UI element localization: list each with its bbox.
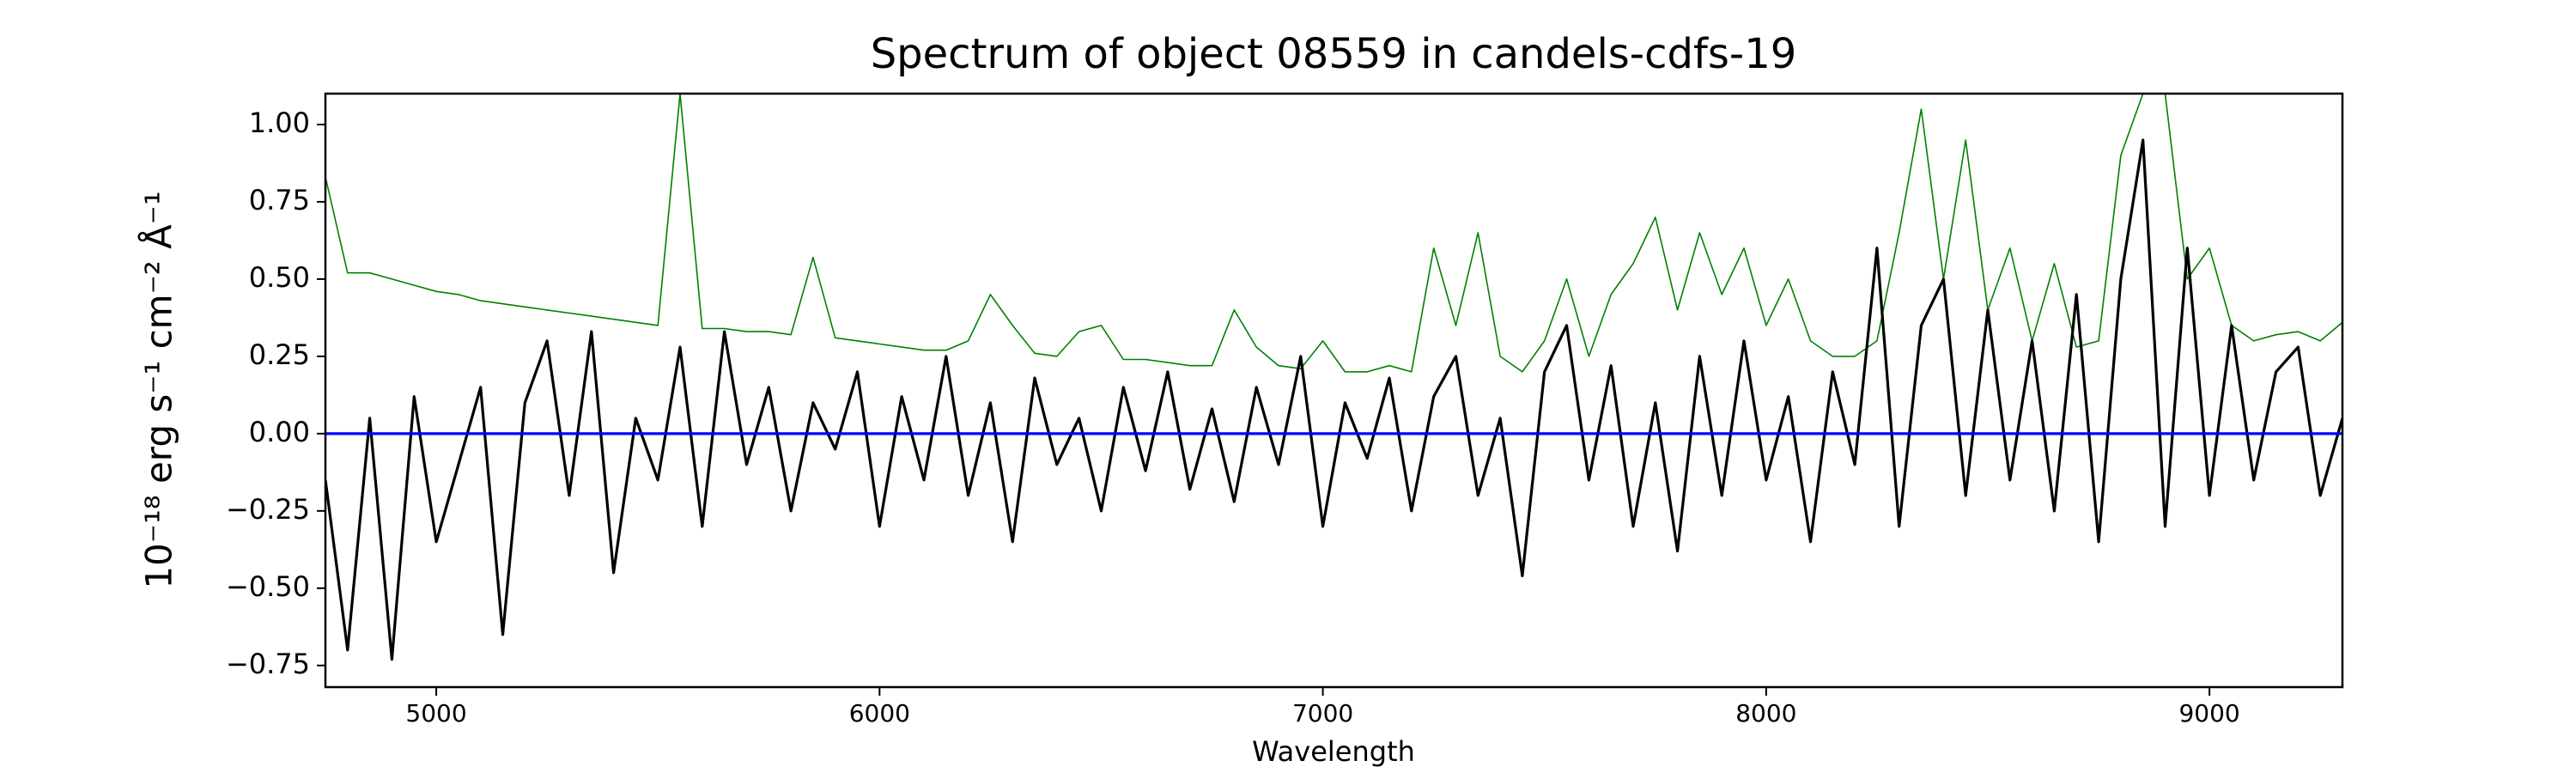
y-tick-label: −0.50 (226, 570, 310, 603)
y-tick-label: −0.25 (226, 493, 310, 526)
x-tick-label: 7000 (1292, 699, 1353, 727)
spectrum-line (325, 94, 2342, 373)
x-axis-label: Wavelength (1252, 735, 1415, 768)
y-tick-label: 0.25 (249, 338, 310, 371)
y-axis-label: 10⁻¹⁸ erg s⁻¹ cm⁻² Å⁻¹ (137, 191, 180, 588)
plot-frame (324, 92, 2344, 689)
chart-title: Spectrum of object 08559 in candels-cdfs… (871, 30, 1797, 78)
spectrum-line (325, 138, 2342, 661)
y-tick-label: 1.00 (249, 107, 310, 139)
x-tick-label: 5000 (405, 699, 466, 727)
y-tick-label: 0.00 (249, 416, 310, 448)
x-tick-label: 9000 (2178, 699, 2239, 727)
plot-area (325, 94, 2342, 661)
x-tick-label: 6000 (849, 699, 910, 727)
x-tick-label: 8000 (1735, 699, 1796, 727)
y-tick-label: 0.75 (249, 184, 310, 216)
y-tick-label: −0.75 (226, 648, 310, 680)
y-tick-label: 0.50 (249, 261, 310, 294)
